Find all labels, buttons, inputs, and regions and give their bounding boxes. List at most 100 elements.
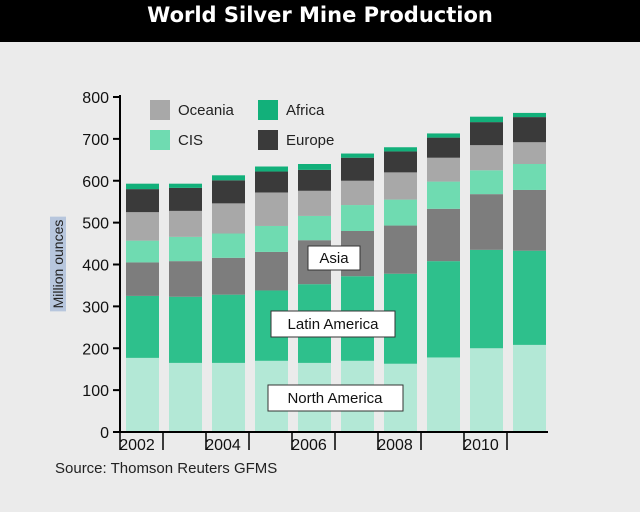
chart-panel: 0 100 200 300 400 500 600 700 800 2002 2004 2006 200… bbox=[0, 42, 640, 512]
bar-cis-2008 bbox=[384, 199, 417, 226]
bar-europe-2004 bbox=[212, 180, 245, 204]
annotations-group: Asia Latin America North America bbox=[267, 245, 404, 412]
legend-label-oceania: Oceania bbox=[178, 102, 235, 119]
bar-africa-2004 bbox=[212, 175, 245, 181]
bar-europe-2002 bbox=[126, 189, 159, 213]
bar-europe-2005 bbox=[255, 171, 288, 193]
latin-america-annotation: Latin America bbox=[288, 316, 380, 333]
bar-europe-2010 bbox=[470, 122, 503, 146]
bar-latin-america-2002 bbox=[126, 295, 159, 358]
bar-africa-2011 bbox=[513, 112, 546, 118]
x-tick-label-2010: 2010 bbox=[463, 437, 499, 454]
bar-north-america-2003 bbox=[169, 362, 202, 432]
bar-oceania-2011 bbox=[513, 142, 546, 164]
y-tick-label-400: 400 bbox=[82, 258, 109, 275]
bar-cis-2007 bbox=[341, 205, 374, 231]
asia-annotation-box bbox=[307, 245, 361, 271]
y-tick-label-100: 100 bbox=[82, 383, 109, 400]
legend: Oceania Africa CIS Europe bbox=[150, 100, 334, 150]
title-bar: World Silver Mine Production bbox=[0, 0, 640, 42]
bar-latin-america-2011 bbox=[513, 250, 546, 345]
bar-cis-2009 bbox=[427, 181, 460, 209]
y-tick-label-0: 0 bbox=[100, 425, 109, 442]
bar-asia-2009 bbox=[427, 208, 460, 262]
bar-oceania-2010 bbox=[470, 145, 503, 171]
bar-asia-2004 bbox=[212, 257, 245, 295]
bar-oceania-2005 bbox=[255, 192, 288, 226]
bar-oceania-2003 bbox=[169, 210, 202, 237]
legend-swatch-cis bbox=[150, 130, 170, 150]
y-tick-label-800: 800 bbox=[82, 90, 109, 107]
bar-north-america-2011 bbox=[513, 344, 546, 432]
latin-america-annotation-box bbox=[270, 310, 396, 338]
bar-cis-2005 bbox=[255, 225, 288, 252]
bar-cis-2010 bbox=[470, 170, 503, 195]
bar-africa-2009 bbox=[427, 133, 460, 138]
bar-africa-2002 bbox=[126, 183, 159, 190]
bar-asia-2010 bbox=[470, 194, 503, 250]
y-tick-label-200: 200 bbox=[82, 341, 109, 358]
legend-swatch-oceania bbox=[150, 100, 170, 120]
bar-africa-2006 bbox=[298, 164, 331, 170]
bar-asia-2005 bbox=[255, 251, 288, 291]
asia-annotation: Asia bbox=[319, 250, 349, 267]
bar-cis-2011 bbox=[513, 164, 546, 190]
bar-north-america-2010 bbox=[470, 348, 503, 432]
bar-africa-2005 bbox=[255, 166, 288, 172]
legend-swatch-africa bbox=[258, 100, 278, 120]
bar-europe-2011 bbox=[513, 117, 546, 143]
bar-cis-2003 bbox=[169, 236, 202, 262]
bar-latin-america-2009 bbox=[427, 261, 460, 358]
north-america-annotation: North America bbox=[287, 390, 383, 407]
chart-title: World Silver Mine Production bbox=[147, 3, 493, 27]
bar-asia-2011 bbox=[513, 189, 546, 251]
bar-europe-2007 bbox=[341, 157, 374, 181]
bar-oceania-2002 bbox=[126, 212, 159, 241]
x-tick-label-2004: 2004 bbox=[205, 437, 241, 454]
chart-svg: 0 100 200 300 400 500 600 700 800 2002 2004 2006 200… bbox=[50, 90, 548, 477]
x-tick-label-2002: 2002 bbox=[119, 437, 155, 454]
y-tick-label-600: 600 bbox=[82, 174, 109, 191]
bar-oceania-2007 bbox=[341, 180, 374, 206]
bar-asia-2002 bbox=[126, 262, 159, 296]
bar-oceania-2009 bbox=[427, 157, 460, 182]
bar-latin-america-2004 bbox=[212, 294, 245, 363]
legend-label-europe: Europe bbox=[286, 132, 334, 149]
bar-oceania-2008 bbox=[384, 172, 417, 200]
y-tick-label-500: 500 bbox=[82, 216, 109, 233]
source-note: Source: Thomson Reuters GFMS bbox=[55, 460, 277, 477]
bar-oceania-2004 bbox=[212, 203, 245, 234]
x-tick-label-2006: 2006 bbox=[291, 437, 327, 454]
y-tick-label-300: 300 bbox=[82, 299, 109, 316]
bar-europe-2008 bbox=[384, 151, 417, 173]
legend-label-cis: CIS bbox=[178, 132, 203, 149]
bar-latin-america-2010 bbox=[470, 249, 503, 349]
bar-europe-2006 bbox=[298, 169, 331, 191]
bar-cis-2006 bbox=[298, 215, 331, 241]
legend-label-africa: Africa bbox=[286, 102, 325, 119]
bar-asia-2008 bbox=[384, 225, 417, 274]
bar-africa-2008 bbox=[384, 147, 417, 152]
bar-north-america-2009 bbox=[427, 357, 460, 432]
north-america-annotation-box bbox=[267, 384, 404, 412]
x-tick-label-2008: 2008 bbox=[377, 437, 413, 454]
bar-cis-2004 bbox=[212, 233, 245, 258]
y-axis-label-highlight bbox=[50, 216, 66, 312]
bar-asia-2003 bbox=[169, 261, 202, 297]
bar-africa-2007 bbox=[341, 153, 374, 158]
bar-europe-2003 bbox=[169, 187, 202, 211]
y-axis-label: Million ounces bbox=[50, 220, 66, 309]
bar-north-america-2002 bbox=[126, 357, 159, 432]
bar-africa-2003 bbox=[169, 183, 202, 188]
bar-oceania-2006 bbox=[298, 190, 331, 216]
axes-group: 0 100 200 300 400 500 600 700 800 2002 2004 2006 200… bbox=[82, 90, 548, 454]
bar-europe-2009 bbox=[427, 137, 460, 158]
legend-swatch-europe bbox=[258, 130, 278, 150]
bar-africa-2010 bbox=[470, 116, 503, 123]
bar-cis-2002 bbox=[126, 240, 159, 263]
bar-north-america-2004 bbox=[212, 362, 245, 432]
bar-latin-america-2003 bbox=[169, 296, 202, 363]
y-tick-label-700: 700 bbox=[82, 132, 109, 149]
bars-group bbox=[126, 112, 546, 432]
